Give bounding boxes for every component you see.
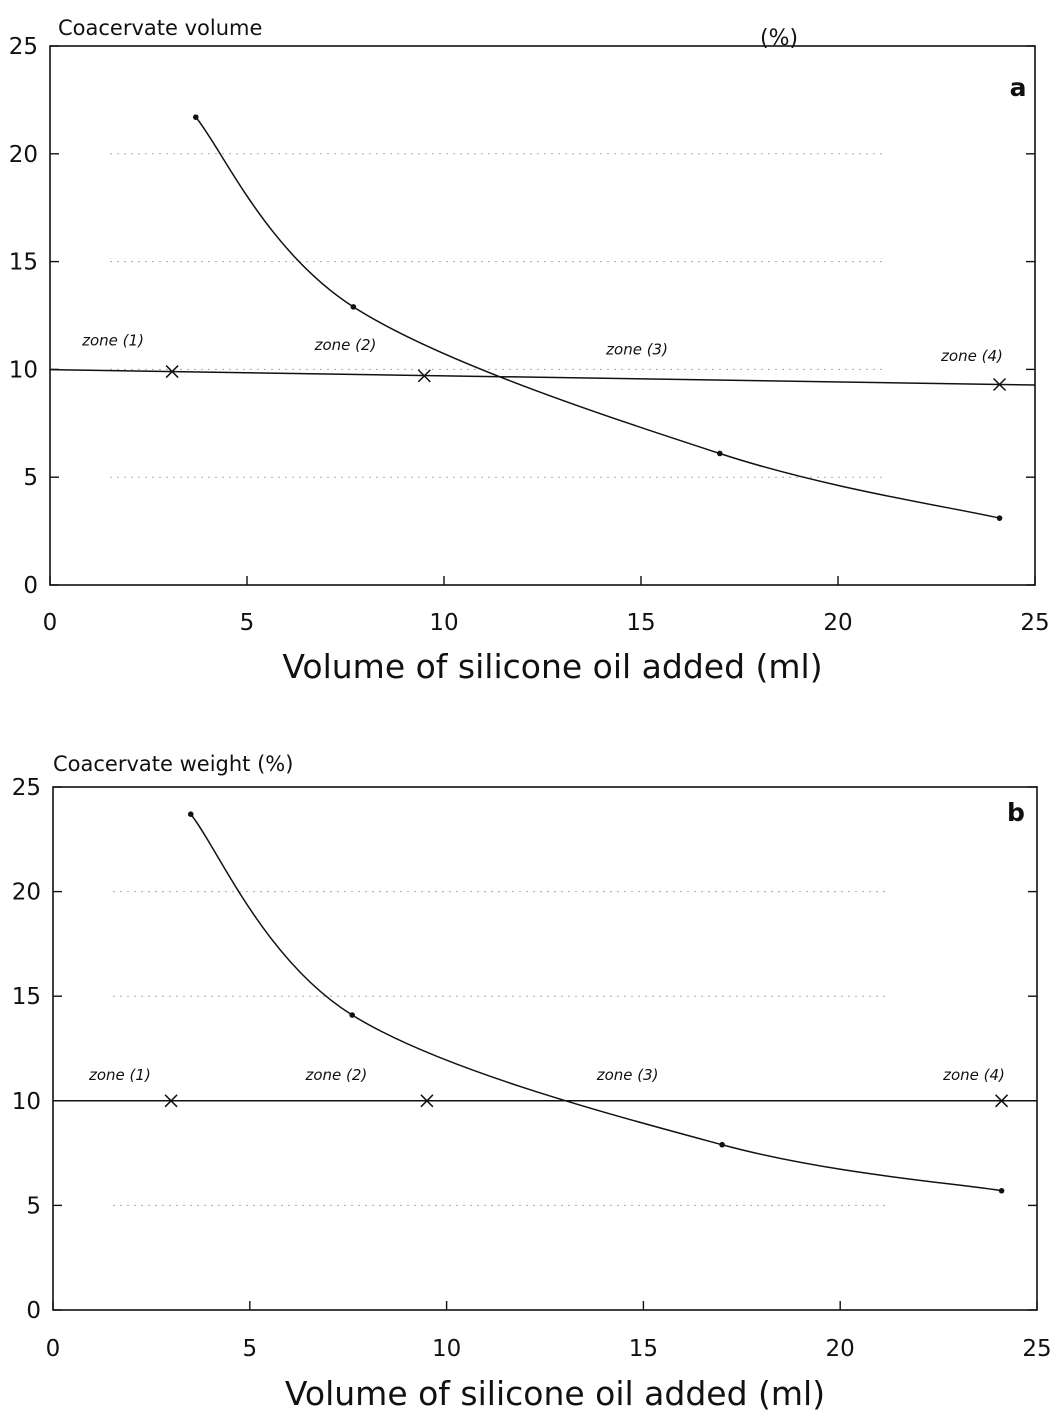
plot-frame xyxy=(52,786,1038,1311)
chart-panel-a: 0 5 10 15 20 25 0 5 10 15 20 25 Coacervate volume (%)… xyxy=(9,16,1050,686)
data-point xyxy=(717,450,723,457)
plot-frame xyxy=(49,45,1036,586)
x-marker xyxy=(417,369,431,383)
data-point xyxy=(719,1141,725,1148)
panel-label: b xyxy=(1007,798,1025,827)
y-tick-label: 15 xyxy=(12,984,41,1010)
y-axis-unit: (%) xyxy=(760,26,798,51)
y-tick-label: 0 xyxy=(23,573,38,599)
zone-annotation: zone (1) xyxy=(88,1066,151,1084)
zone-annotation: zone (4) xyxy=(942,1066,1005,1084)
y-tick-label: 0 xyxy=(26,1298,41,1324)
zone-annotation: zone (1) xyxy=(81,332,144,350)
data-point xyxy=(192,114,199,120)
y-tick-label: 25 xyxy=(12,775,41,801)
y-axis-label: Coacervate volume xyxy=(58,16,262,40)
x-tick-label: 15 xyxy=(626,610,655,636)
y-tick-label: 20 xyxy=(12,880,41,906)
x-axis-label: Volume of silicone oil added (ml) xyxy=(285,1374,825,1411)
x-tick-label: 25 xyxy=(1020,610,1049,636)
y-tick-label: 5 xyxy=(23,465,38,491)
y-tick-label: 10 xyxy=(9,357,38,383)
y-tick-label: 5 xyxy=(26,1193,41,1219)
x-marker xyxy=(165,365,179,379)
data-point xyxy=(998,1187,1005,1194)
x-marker xyxy=(995,1094,1009,1108)
y-tick-label: 20 xyxy=(9,142,38,168)
x-tick-label: 10 xyxy=(432,1336,461,1362)
data-point xyxy=(187,811,194,817)
zone-annotation: zone (3) xyxy=(605,340,668,358)
y-tick-label: 10 xyxy=(12,1089,41,1115)
y-tick-label: 25 xyxy=(9,34,38,60)
x-tick-label: 20 xyxy=(823,610,852,636)
y-tick-label: 15 xyxy=(9,250,38,276)
zone-annotation: zone (2) xyxy=(314,336,377,354)
zone-annotation: zone (3) xyxy=(596,1066,659,1084)
panel-label: a xyxy=(1010,73,1027,102)
data-point xyxy=(350,304,357,310)
threshold-line xyxy=(49,368,1036,386)
x-tick-label: 10 xyxy=(429,610,458,636)
x-tick-label: 25 xyxy=(1022,1336,1051,1362)
x-tick-label: 0 xyxy=(43,610,58,636)
data-point xyxy=(996,515,1003,521)
y-axis-label: Coacervate weight (%) xyxy=(53,752,293,776)
zone-annotation: zone (4) xyxy=(940,347,1003,365)
x-tick-label: 0 xyxy=(46,1336,61,1362)
x-tick-label: 5 xyxy=(240,610,255,636)
x-tick-label: 20 xyxy=(826,1336,855,1362)
chart-panel-b: 0 5 10 15 20 25 0 5 10 15 20 25 Coacervate weight (%… xyxy=(12,752,1052,1411)
series-curve xyxy=(190,813,1002,1192)
series-curve xyxy=(195,116,1000,519)
x-tick-label: 5 xyxy=(242,1336,257,1362)
x-axis-label: Volume of silicone oil added (ml) xyxy=(282,647,822,686)
x-marker xyxy=(164,1094,178,1108)
x-marker xyxy=(420,1094,434,1108)
zone-annotation: zone (2) xyxy=(304,1066,367,1084)
x-tick-label: 15 xyxy=(629,1336,658,1362)
data-point xyxy=(349,1012,355,1018)
x-marker xyxy=(993,377,1007,392)
